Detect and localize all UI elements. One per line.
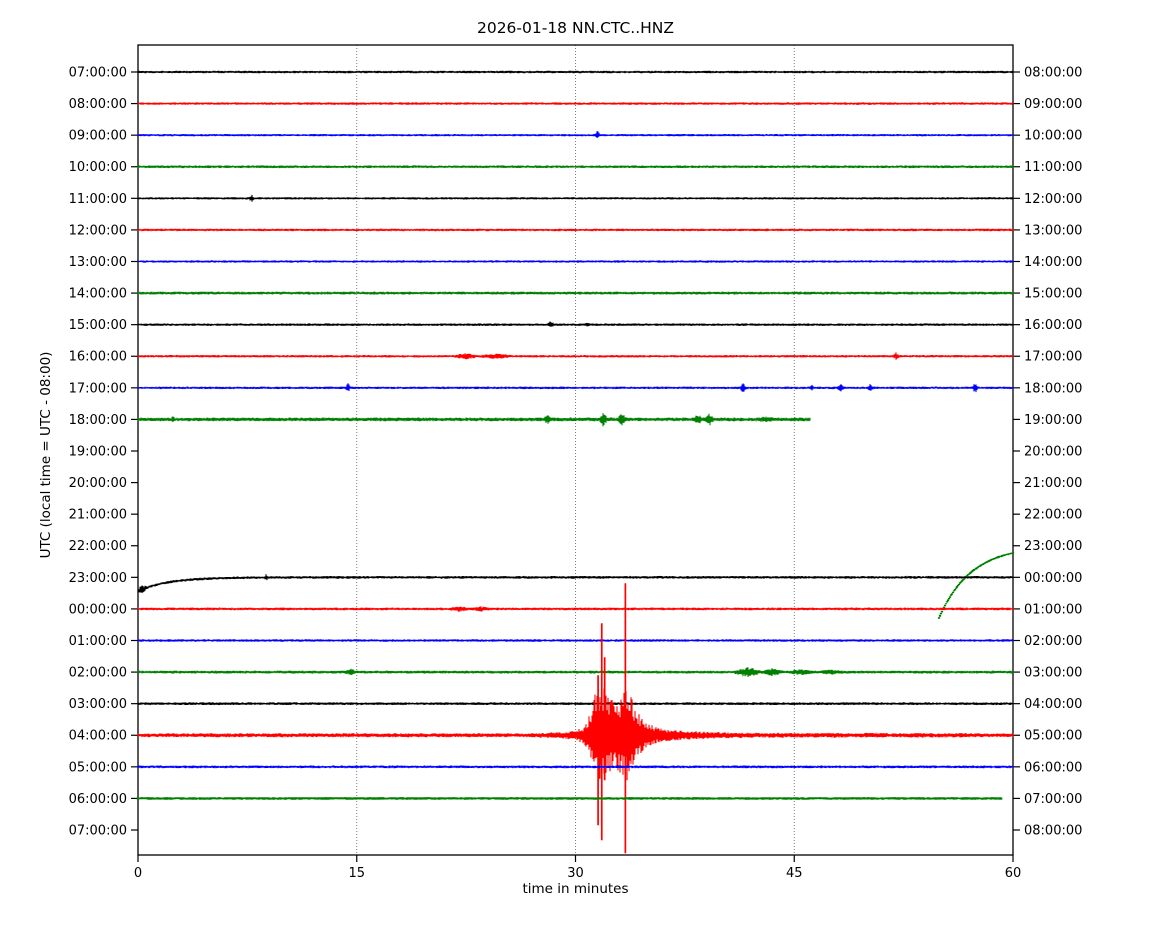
row-label-utc: 00:00:00 [69,602,127,617]
row-label-utc: 21:00:00 [69,508,127,523]
row-label-utc: 20:00:00 [69,476,127,491]
trace-12-00 [137,228,1014,232]
x-tick-label: 0 [134,866,142,881]
row-label-local: 02:00:00 [1024,634,1082,649]
row-label-utc: 15:00:00 [69,318,127,333]
row-label-utc: 11:00:00 [69,192,127,207]
row-label-utc: 22:00:00 [69,539,127,554]
chart-title: 2026-01-18 NN.CTC..HNZ [476,19,675,37]
row-label-utc: 08:00:00 [69,97,127,112]
x-tick-label: 45 [786,866,803,881]
trace-09-00 [137,131,1014,138]
row-label-local: 08:00:00 [1024,66,1082,81]
trace-18-00 [137,413,811,427]
row-label-utc: 09:00:00 [69,129,127,144]
row-label-utc: 19:00:00 [69,444,127,459]
row-label-local: 12:00:00 [1024,192,1082,207]
row-label-local: 22:00:00 [1024,508,1082,523]
row-label-local: 13:00:00 [1024,223,1082,238]
row-label-local: 23:00:00 [1024,539,1082,554]
trace-07-00 [137,70,1014,74]
row-label-local: 01:00:00 [1024,602,1082,617]
x-tick-label: 30 [567,866,584,881]
row-label-utc: 10:00:00 [69,160,127,175]
trace-15-00 [137,321,1014,327]
row-label-utc: 14:00:00 [69,287,127,302]
trace-23-00 [137,574,1014,593]
trace-00-00 [137,606,1014,613]
trace-16-00 [137,352,1014,360]
row-label-local: 18:00:00 [1024,381,1082,396]
trace-01-00 [137,639,1014,642]
trace-22-00 [937,552,1015,619]
row-label-local: 15:00:00 [1024,287,1082,302]
row-label-local: 21:00:00 [1024,476,1082,491]
row-label-local: 03:00:00 [1024,666,1082,681]
x-tick-label: 60 [1005,866,1022,881]
row-label-utc: 12:00:00 [69,223,127,238]
row-label-utc: 17:00:00 [69,381,127,396]
row-label-utc: 04:00:00 [69,729,127,744]
trace-02-00 [137,667,1014,677]
row-label-local: 09:00:00 [1024,97,1082,112]
x-axis-label: time in minutes [522,881,629,897]
trace-13-00 [137,260,1014,263]
row-label-local: 17:00:00 [1024,350,1082,365]
trace-10-00 [137,165,1014,169]
row-label-utc: 23:00:00 [69,571,127,586]
row-label-utc: 03:00:00 [69,697,127,712]
row-label-utc: 01:00:00 [69,634,127,649]
row-label-local: 08:00:00 [1024,823,1082,838]
row-label-utc: 05:00:00 [69,760,127,775]
trace-11-00 [137,194,1014,202]
row-label-local: 19:00:00 [1024,413,1082,428]
row-label-local: 05:00:00 [1024,729,1082,744]
row-label-utc: 16:00:00 [69,350,127,365]
row-label-utc: 13:00:00 [69,255,127,270]
row-label-utc: 06:00:00 [69,792,127,807]
row-label-local: 10:00:00 [1024,129,1082,144]
row-label-local: 11:00:00 [1024,160,1082,175]
row-label-local: 00:00:00 [1024,571,1082,586]
row-label-local: 14:00:00 [1024,255,1082,270]
x-tick-label: 15 [348,866,365,881]
trace-06-00 [136,797,1003,800]
trace-14-00 [137,291,1014,295]
row-label-local: 20:00:00 [1024,444,1082,459]
trace-03-00 [137,702,1014,706]
trace-04-00 [137,688,1014,781]
row-label-local: 04:00:00 [1024,697,1082,712]
row-label-utc: 07:00:00 [69,823,127,838]
row-label-local: 16:00:00 [1024,318,1082,333]
row-label-utc: 18:00:00 [69,413,127,428]
row-label-utc: 02:00:00 [69,666,127,681]
trace-08-00 [137,102,1014,105]
trace-05-00 [137,765,1014,769]
row-label-local: 07:00:00 [1024,792,1082,807]
trace-17-00 [137,383,1014,393]
row-label-utc: 07:00:00 [69,66,127,81]
row-label-local: 06:00:00 [1024,760,1082,775]
